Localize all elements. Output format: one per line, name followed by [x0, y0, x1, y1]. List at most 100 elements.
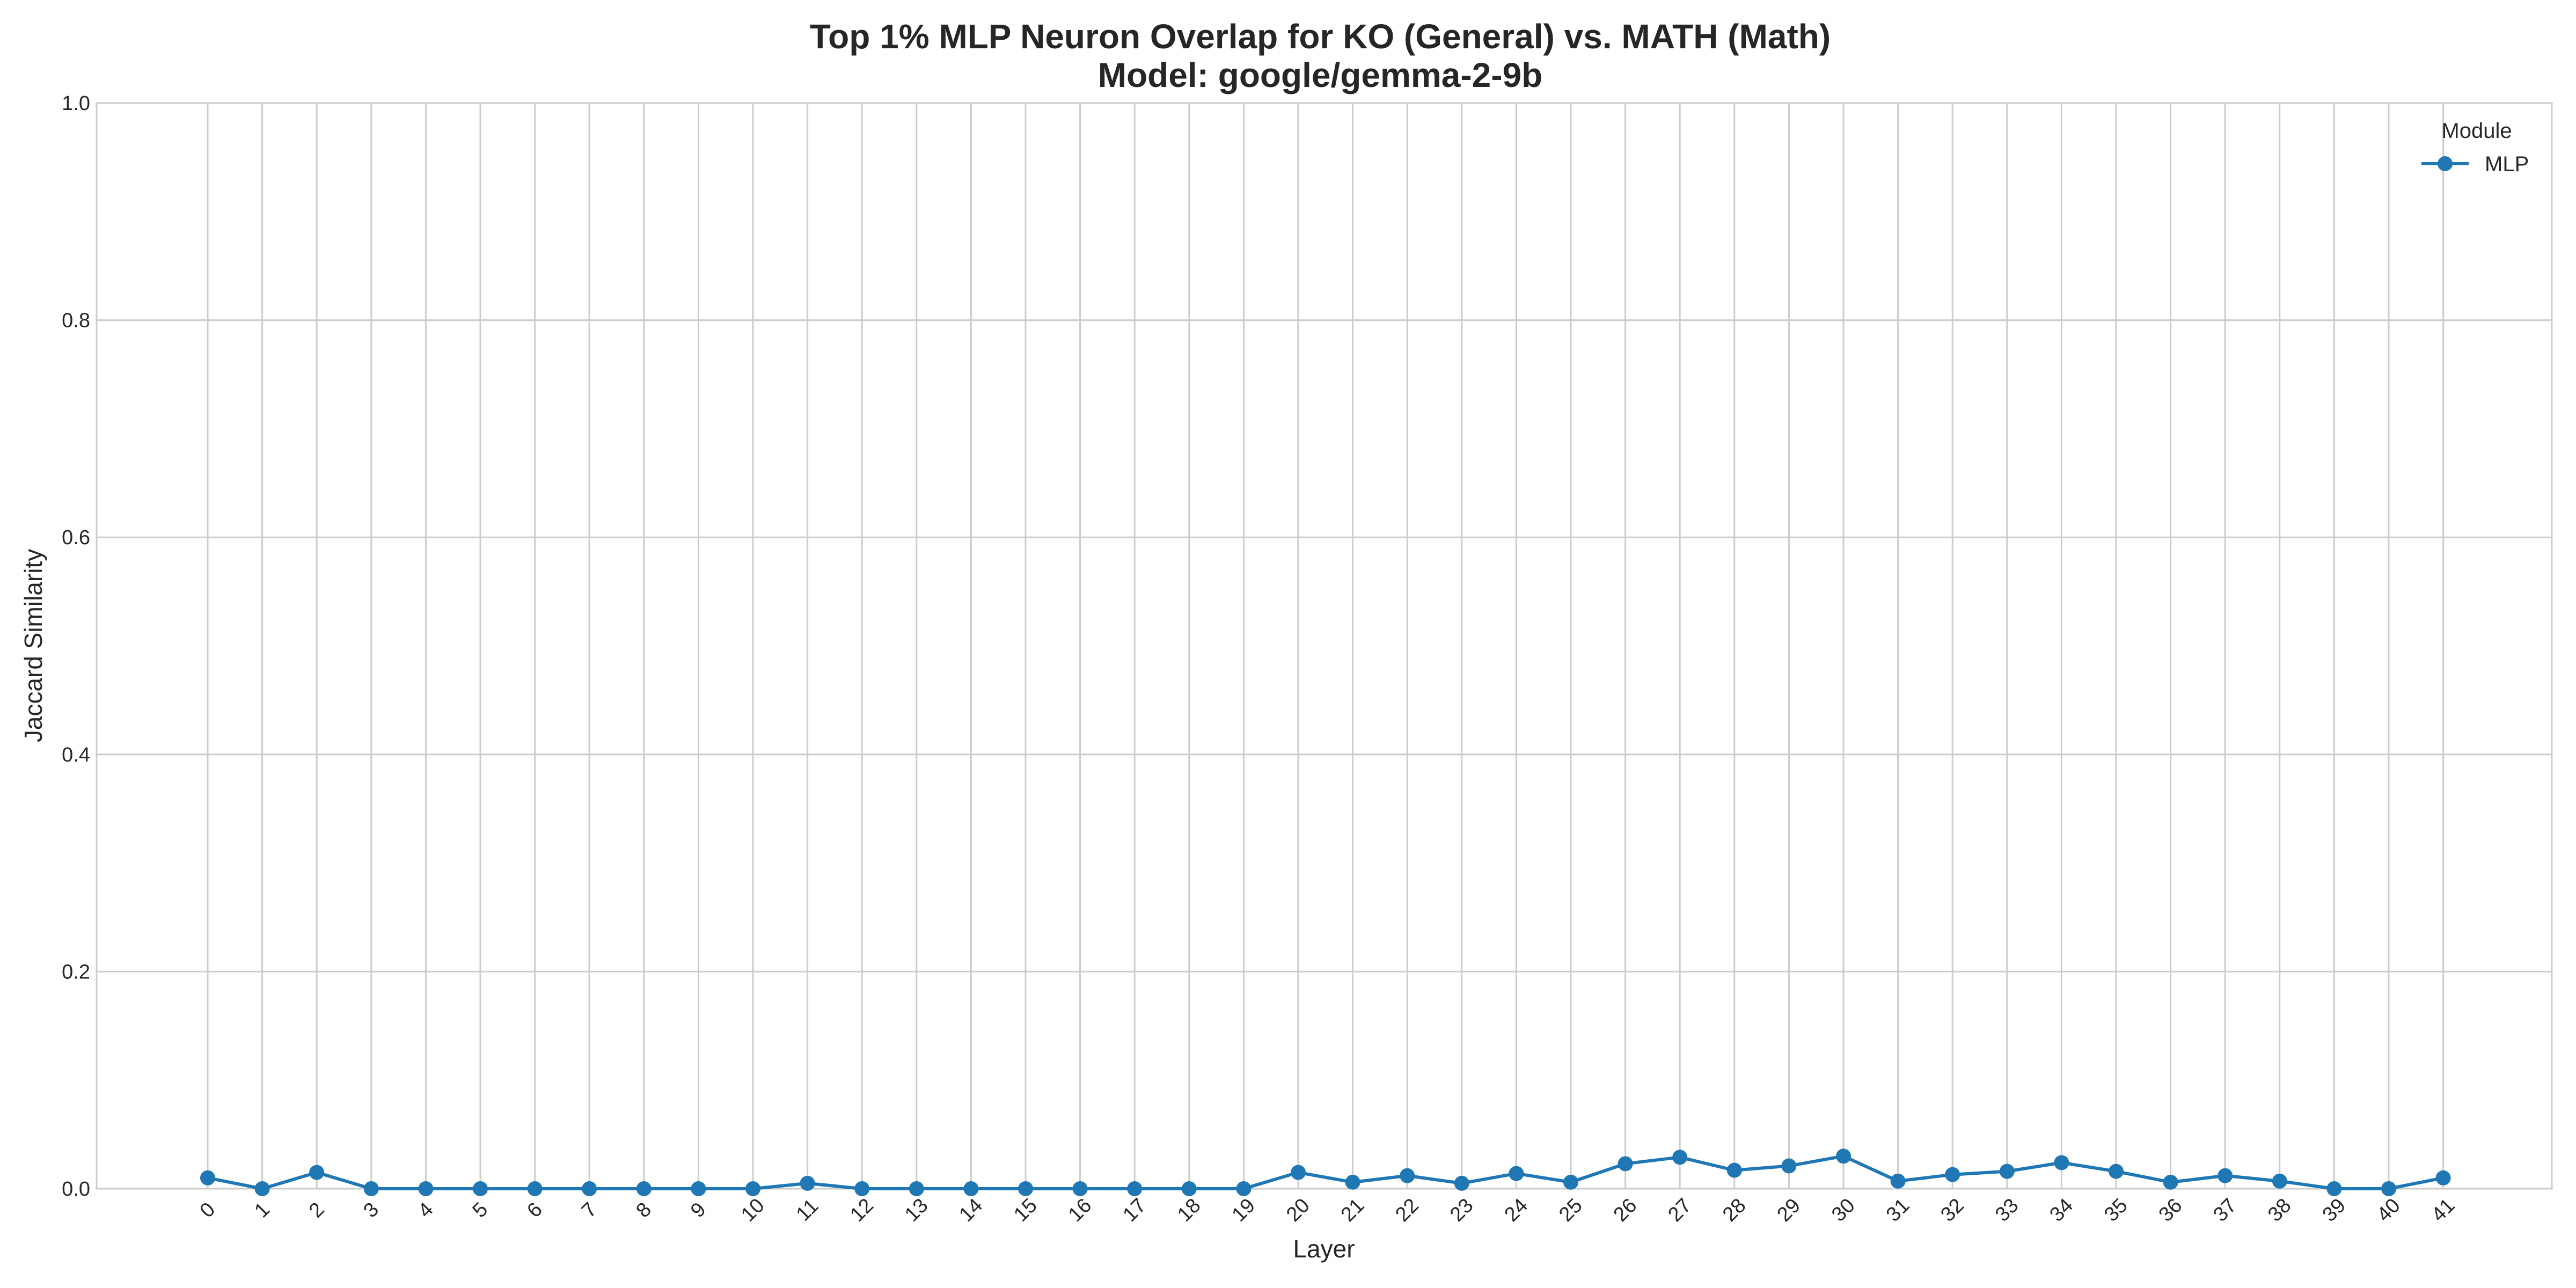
y-tick-label: 0.0 [62, 1178, 90, 1201]
legend-label-mlp: MLP [2485, 152, 2529, 176]
x-tick-label: 37 [2209, 1194, 2241, 1226]
data-point [473, 1181, 488, 1196]
data-point [1672, 1150, 1688, 1165]
x-tick-label: 27 [1664, 1194, 1696, 1226]
x-tick-label: 23 [1446, 1194, 1478, 1226]
x-tick-label: 0 [196, 1198, 220, 1223]
x-tick-label: 32 [1936, 1194, 1968, 1226]
data-point [800, 1175, 815, 1191]
y-tick-label: 0.2 [62, 961, 90, 983]
x-tick-label: 29 [1773, 1194, 1805, 1226]
data-point [1291, 1165, 1306, 1180]
data-point [2381, 1181, 2396, 1196]
data-point [1890, 1173, 1906, 1189]
data-point [745, 1181, 760, 1196]
y-axis-ticks: 0.0 0.2 0.4 0.6 0.8 1.0 [62, 92, 90, 1201]
data-point [909, 1181, 924, 1196]
x-tick-label: 28 [1718, 1194, 1751, 1226]
x-tick-label: 26 [1609, 1194, 1642, 1226]
x-tick-label: 36 [2155, 1194, 2187, 1226]
grid [97, 102, 2552, 1190]
x-tick-label: 7 [577, 1198, 602, 1223]
legend-title: Module [2441, 119, 2512, 143]
legend-marker-mlp [2438, 156, 2453, 171]
x-tick-label: 38 [2264, 1194, 2296, 1226]
data-point [309, 1165, 325, 1180]
x-tick-label: 11 [792, 1195, 823, 1226]
data-point [1836, 1148, 1851, 1164]
x-tick-label: 20 [1282, 1194, 1314, 1226]
data-point [2163, 1174, 2178, 1190]
data-point [2109, 1163, 2124, 1179]
chart-subtitle: Model: google/gemma-2-9b [1098, 56, 1543, 94]
y-axis-label: Jaccard Similarity [19, 549, 47, 742]
x-tick-label: 31 [1882, 1194, 1914, 1226]
legend: Module MLP [2421, 119, 2529, 176]
data-point [2272, 1173, 2287, 1189]
data-point [1781, 1158, 1797, 1174]
x-tick-label: 25 [1555, 1194, 1587, 1226]
chart-title: Top 1% MLP Neuron Overlap for KO (Genera… [810, 17, 1831, 56]
x-tick-label: 40 [2373, 1194, 2405, 1226]
data-point [1618, 1156, 1633, 1172]
data-point [1345, 1174, 1360, 1190]
data-point [691, 1181, 706, 1196]
y-tick-label: 0.6 [62, 526, 90, 549]
x-tick-label: 8 [632, 1198, 656, 1223]
x-tick-label: 41 [2427, 1194, 2460, 1226]
x-tick-label: 2 [305, 1198, 329, 1223]
x-tick-label: 18 [1173, 1194, 1205, 1226]
data-point [200, 1170, 215, 1185]
data-point [582, 1181, 597, 1196]
plot-frame [96, 102, 2553, 1190]
x-tick-label: 15 [1009, 1194, 1042, 1226]
data-point [854, 1181, 870, 1196]
data-point [1999, 1163, 2015, 1179]
x-tick-label: 30 [1827, 1194, 1860, 1226]
data-point [1563, 1174, 1578, 1190]
data-point [1509, 1166, 1524, 1181]
x-tick-label: 17 [1118, 1194, 1151, 1226]
x-tick-label: 19 [1228, 1194, 1260, 1226]
data-point [363, 1181, 379, 1196]
x-tick-label: 22 [1391, 1194, 1423, 1226]
data-point [1454, 1175, 1469, 1191]
x-tick-label: 9 [686, 1198, 711, 1223]
data-point [2435, 1170, 2451, 1185]
y-tick-label: 1.0 [62, 92, 90, 115]
x-tick-label: 35 [2100, 1194, 2132, 1226]
x-tick-label: 24 [1501, 1194, 1533, 1226]
data-point [254, 1181, 270, 1196]
x-tick-label: 5 [469, 1198, 493, 1223]
data-point [1400, 1168, 1415, 1183]
y-tick-label: 0.8 [62, 310, 90, 332]
x-tick-label: 21 [1337, 1194, 1369, 1226]
data-point [1945, 1167, 1960, 1182]
data-point [636, 1181, 652, 1196]
data-point [2054, 1155, 2069, 1170]
data-point [1127, 1181, 1143, 1196]
x-tick-label: 10 [737, 1194, 769, 1226]
data-point [1181, 1181, 1197, 1196]
x-tick-label: 13 [901, 1194, 933, 1226]
x-tick-label: 16 [1064, 1194, 1096, 1226]
data-point [1726, 1162, 1742, 1178]
x-tick-label: 39 [2318, 1194, 2351, 1226]
data-point [1072, 1181, 1088, 1196]
x-tick-label: 33 [1991, 1194, 2023, 1226]
x-tick-label: 3 [359, 1198, 383, 1223]
x-axis-label: Layer [1293, 1235, 1355, 1263]
x-tick-label: 4 [414, 1198, 438, 1223]
x-tick-label: 1 [250, 1198, 274, 1223]
x-tick-label: 14 [955, 1194, 987, 1226]
x-tick-label: 34 [2046, 1194, 2078, 1226]
x-tick-label: 6 [523, 1198, 547, 1223]
data-point [527, 1181, 543, 1196]
series-line-mlp [207, 1154, 2444, 1190]
series-layer [200, 1148, 2451, 1196]
x-axis-ticks: 0 1 2 3 4 5 6 7 8 9 10 11 12 13 14 15 16 17 18 19 20 21 22 23 24… [196, 1194, 2460, 1226]
data-point [2218, 1168, 2233, 1183]
data-point [2326, 1181, 2342, 1196]
